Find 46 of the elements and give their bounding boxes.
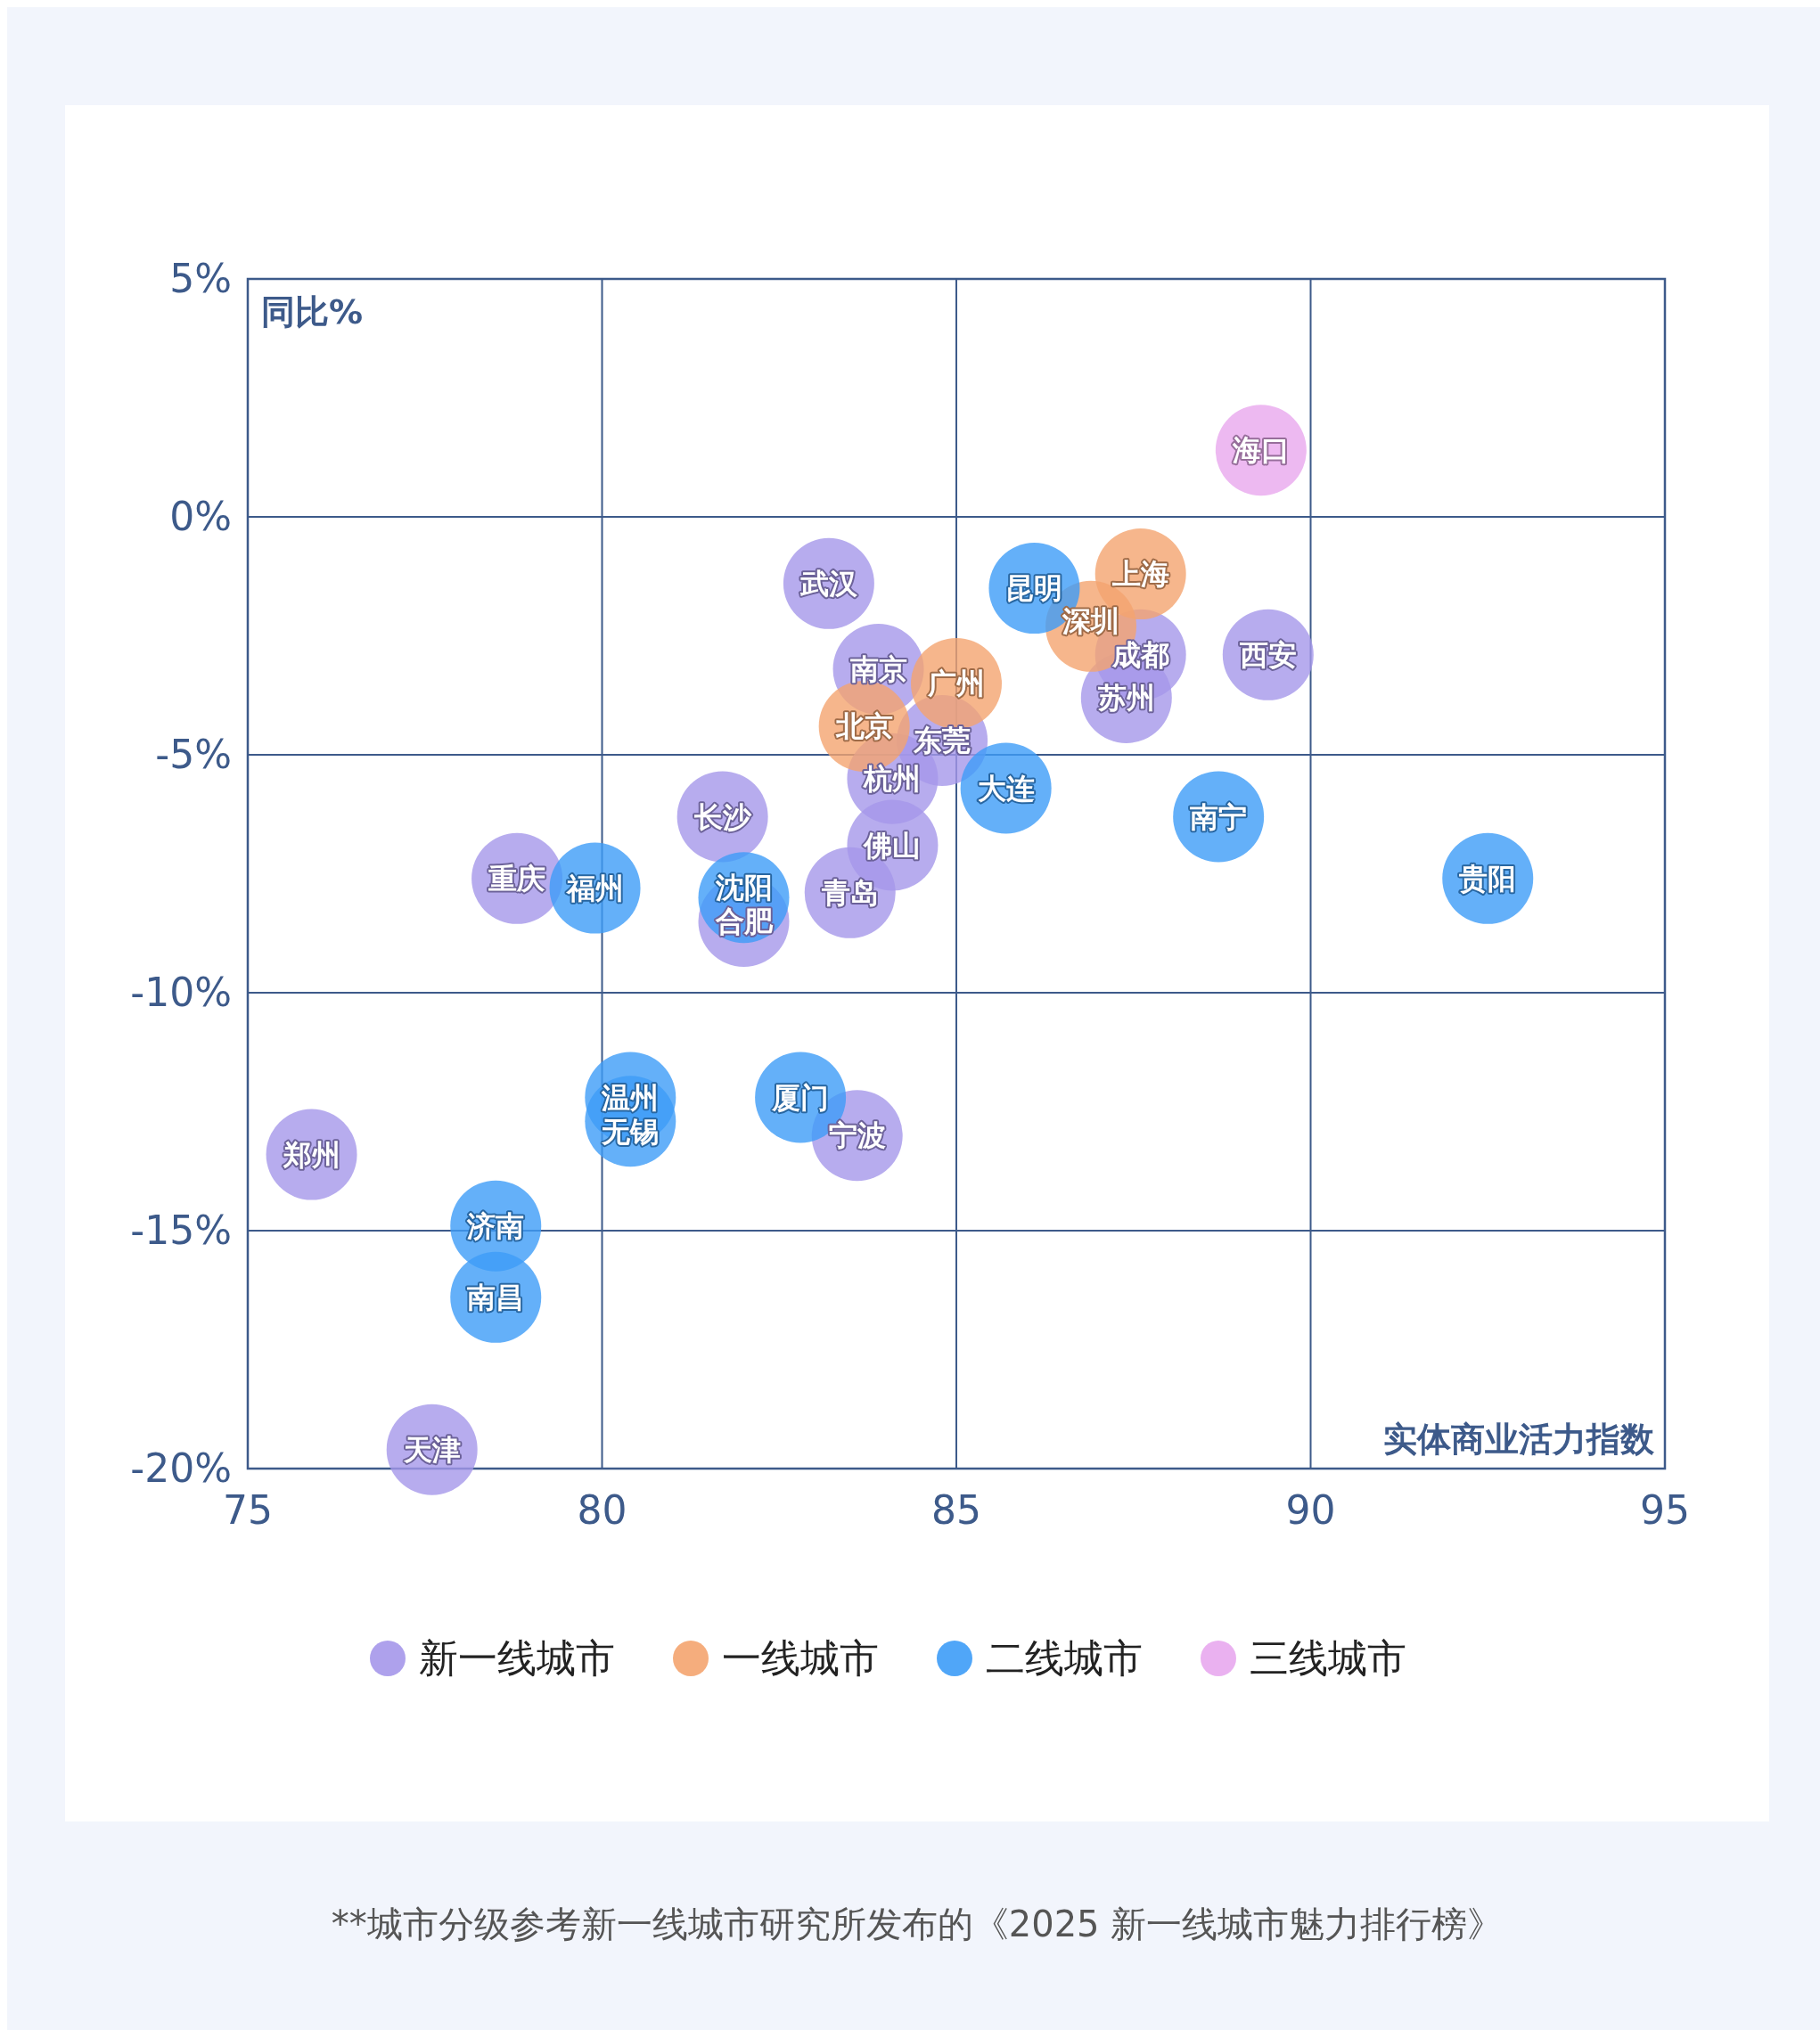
legend-label: 新一线城市 bbox=[419, 1635, 615, 1682]
x-axis-title: 实体商业活力指数 bbox=[1383, 1420, 1655, 1459]
data-label: 天津 bbox=[402, 1432, 461, 1467]
data-label: 济南 bbox=[466, 1208, 525, 1243]
data-label: 杭州 bbox=[863, 761, 922, 796]
y-tick-label: -15% bbox=[130, 1207, 232, 1254]
data-label: 南宁 bbox=[1190, 799, 1248, 834]
y-tick-label: 5% bbox=[169, 256, 232, 302]
data-label: 温州 bbox=[601, 1080, 660, 1115]
legend-label: 三线城市 bbox=[1250, 1635, 1406, 1682]
y-tick-label: -10% bbox=[130, 970, 232, 1016]
data-label: 青岛 bbox=[820, 876, 879, 911]
legend-label: 一线城市 bbox=[722, 1635, 879, 1682]
y-axis-title: 同比% bbox=[261, 292, 364, 332]
data-label: 佛山 bbox=[863, 828, 922, 863]
data-label: 福州 bbox=[564, 871, 624, 905]
data-label: 南京 bbox=[849, 652, 907, 687]
data-label: 贵阳 bbox=[1459, 862, 1517, 896]
y-tick-label: 0% bbox=[169, 494, 232, 540]
legend-label: 二线城市 bbox=[986, 1635, 1143, 1682]
data-label: 重庆 bbox=[488, 862, 546, 896]
data-label: 南昌 bbox=[467, 1280, 525, 1314]
x-tick-label: 85 bbox=[931, 1487, 981, 1533]
data-label: 深圳 bbox=[1062, 604, 1120, 639]
x-tick-label: 95 bbox=[1640, 1487, 1690, 1533]
data-label: 东莞 bbox=[913, 724, 971, 758]
data-label: 武汉 bbox=[799, 566, 858, 601]
data-label: 无锡 bbox=[601, 1114, 660, 1149]
data-label: 厦门 bbox=[771, 1080, 830, 1115]
x-tick-label: 80 bbox=[577, 1487, 627, 1533]
data-label: 北京 bbox=[834, 709, 893, 744]
data-label: 西安 bbox=[1238, 638, 1297, 673]
data-label: 大连 bbox=[977, 771, 1035, 806]
data-label: 海口 bbox=[1231, 433, 1290, 468]
data-label: 昆明 bbox=[1005, 571, 1063, 606]
data-label: 郑州 bbox=[282, 1137, 340, 1172]
data-label: 苏州 bbox=[1096, 681, 1155, 716]
x-tick-label: 90 bbox=[1285, 1487, 1336, 1533]
data-label: 沈阳 bbox=[714, 871, 773, 905]
y-tick-label: -5% bbox=[155, 732, 232, 778]
data-label: 上海 bbox=[1111, 557, 1169, 592]
text: **城市分级参考新一线城市研究所发布的《2025 新一线城市魅力排行榜》 bbox=[331, 1903, 1504, 1944]
data-label: 长沙 bbox=[693, 799, 752, 834]
data-label: 宁波 bbox=[828, 1118, 886, 1153]
data-label: 广州 bbox=[927, 667, 985, 701]
data-label: 合肥 bbox=[714, 904, 774, 939]
